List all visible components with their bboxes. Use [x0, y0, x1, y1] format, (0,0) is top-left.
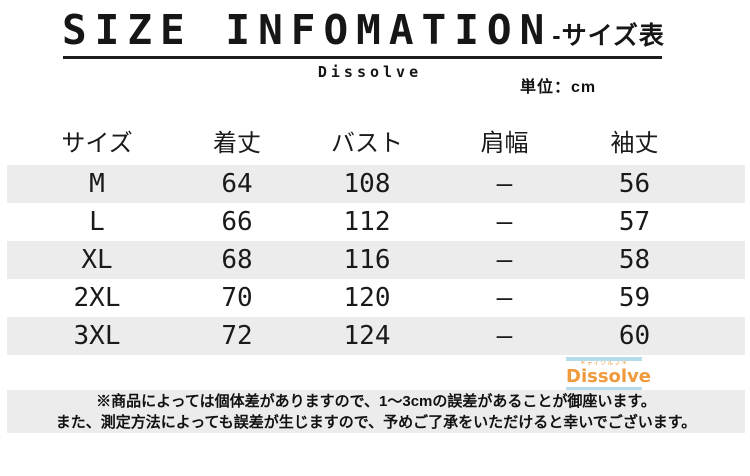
column-header: バスト — [331, 129, 403, 157]
measurement-cell: 58 — [618, 245, 651, 275]
brand-logo-tagline: ＊ディソルブ＊ — [579, 361, 629, 367]
measurement-cell: 124 — [343, 321, 391, 351]
table-body: M 64 108 – 56 L 66 112 – 57 XL 68 116 – 58 2XL 70 120 – 59 3… — [7, 165, 745, 355]
measurement-cell: 120 — [343, 283, 391, 313]
spacer-cell — [707, 279, 745, 317]
page-title-suffix: -サイズ表 — [552, 22, 665, 50]
size-label-cell: XL — [81, 245, 113, 275]
measurement-cell: 57 — [618, 207, 651, 237]
measurement-cell: 72 — [221, 321, 253, 351]
measurement-cell: 66 — [221, 207, 253, 237]
size-label-cell: M — [89, 169, 105, 199]
table-row: 3XL 72 124 – 60 — [7, 317, 745, 355]
measurement-cell: 108 — [343, 169, 391, 199]
measurement-cell: 60 — [618, 321, 651, 351]
measurement-cell: 112 — [343, 207, 391, 237]
page-title: SIZE INFOMATION-サイズ表 — [62, 10, 665, 51]
table-row: XL 68 116 – 58 — [7, 241, 745, 279]
disclaimer-line-1: ※商品によっては個体差がありますので、1～3cmの誤差があることが御座います。 — [96, 393, 656, 410]
measurement-cell: – — [496, 321, 513, 351]
spacer-cell — [707, 203, 745, 241]
table-row: M 64 108 – 56 — [7, 165, 745, 203]
measurement-cell: 59 — [618, 283, 651, 313]
column-header: 着丈 — [213, 129, 261, 157]
disclaimer-notice: ※商品によっては個体差がありますので、1～3cmの誤差があることが御座います。 … — [7, 390, 745, 433]
measurement-cell: 56 — [618, 169, 651, 199]
page-title-text: SIZE INFOMATION — [62, 6, 553, 54]
size-label-cell: 2XL — [73, 283, 121, 313]
table-row: L 66 112 – 57 — [7, 203, 745, 241]
size-table: サイズ 着丈 バスト 肩幅 袖丈 M 64 108 – 56 L 66 112 – 57 XL 68 116 – 5… — [7, 115, 745, 355]
measurement-cell: – — [496, 169, 513, 199]
brand-logo: ＊ディソルブ＊ Dissolve — [566, 357, 652, 391]
measurement-cell: 70 — [221, 283, 253, 313]
spacer-cell — [707, 115, 745, 165]
column-header: 袖丈 — [610, 129, 659, 157]
disclaimer-line-2: また、測定方法によっても誤差が生じますので、予めご了承をいただけると幸いでござい… — [55, 414, 697, 431]
table-row: 2XL 70 120 – 59 — [7, 279, 745, 317]
measurement-cell: – — [496, 283, 513, 313]
measurement-cell: 116 — [343, 245, 391, 275]
column-header: 肩幅 — [480, 129, 529, 157]
measurement-cell: – — [496, 245, 513, 275]
unit-label: 単位：cm — [520, 79, 597, 96]
table-header-row: サイズ 着丈 バスト 肩幅 袖丈 — [7, 115, 745, 165]
spacer-cell — [707, 317, 745, 355]
brand-name: Dissolve — [317, 63, 423, 81]
spacer-cell — [707, 165, 745, 203]
size-label-cell: L — [89, 207, 105, 237]
measurement-cell: 64 — [221, 169, 253, 199]
brand-logo-word: Dissolve — [566, 366, 652, 387]
column-header: サイズ — [61, 129, 133, 157]
measurement-cell: – — [496, 207, 513, 237]
spacer-cell — [707, 241, 745, 279]
title-underline — [63, 56, 662, 59]
measurement-cell: 68 — [221, 245, 253, 275]
size-label-cell: 3XL — [73, 321, 121, 351]
